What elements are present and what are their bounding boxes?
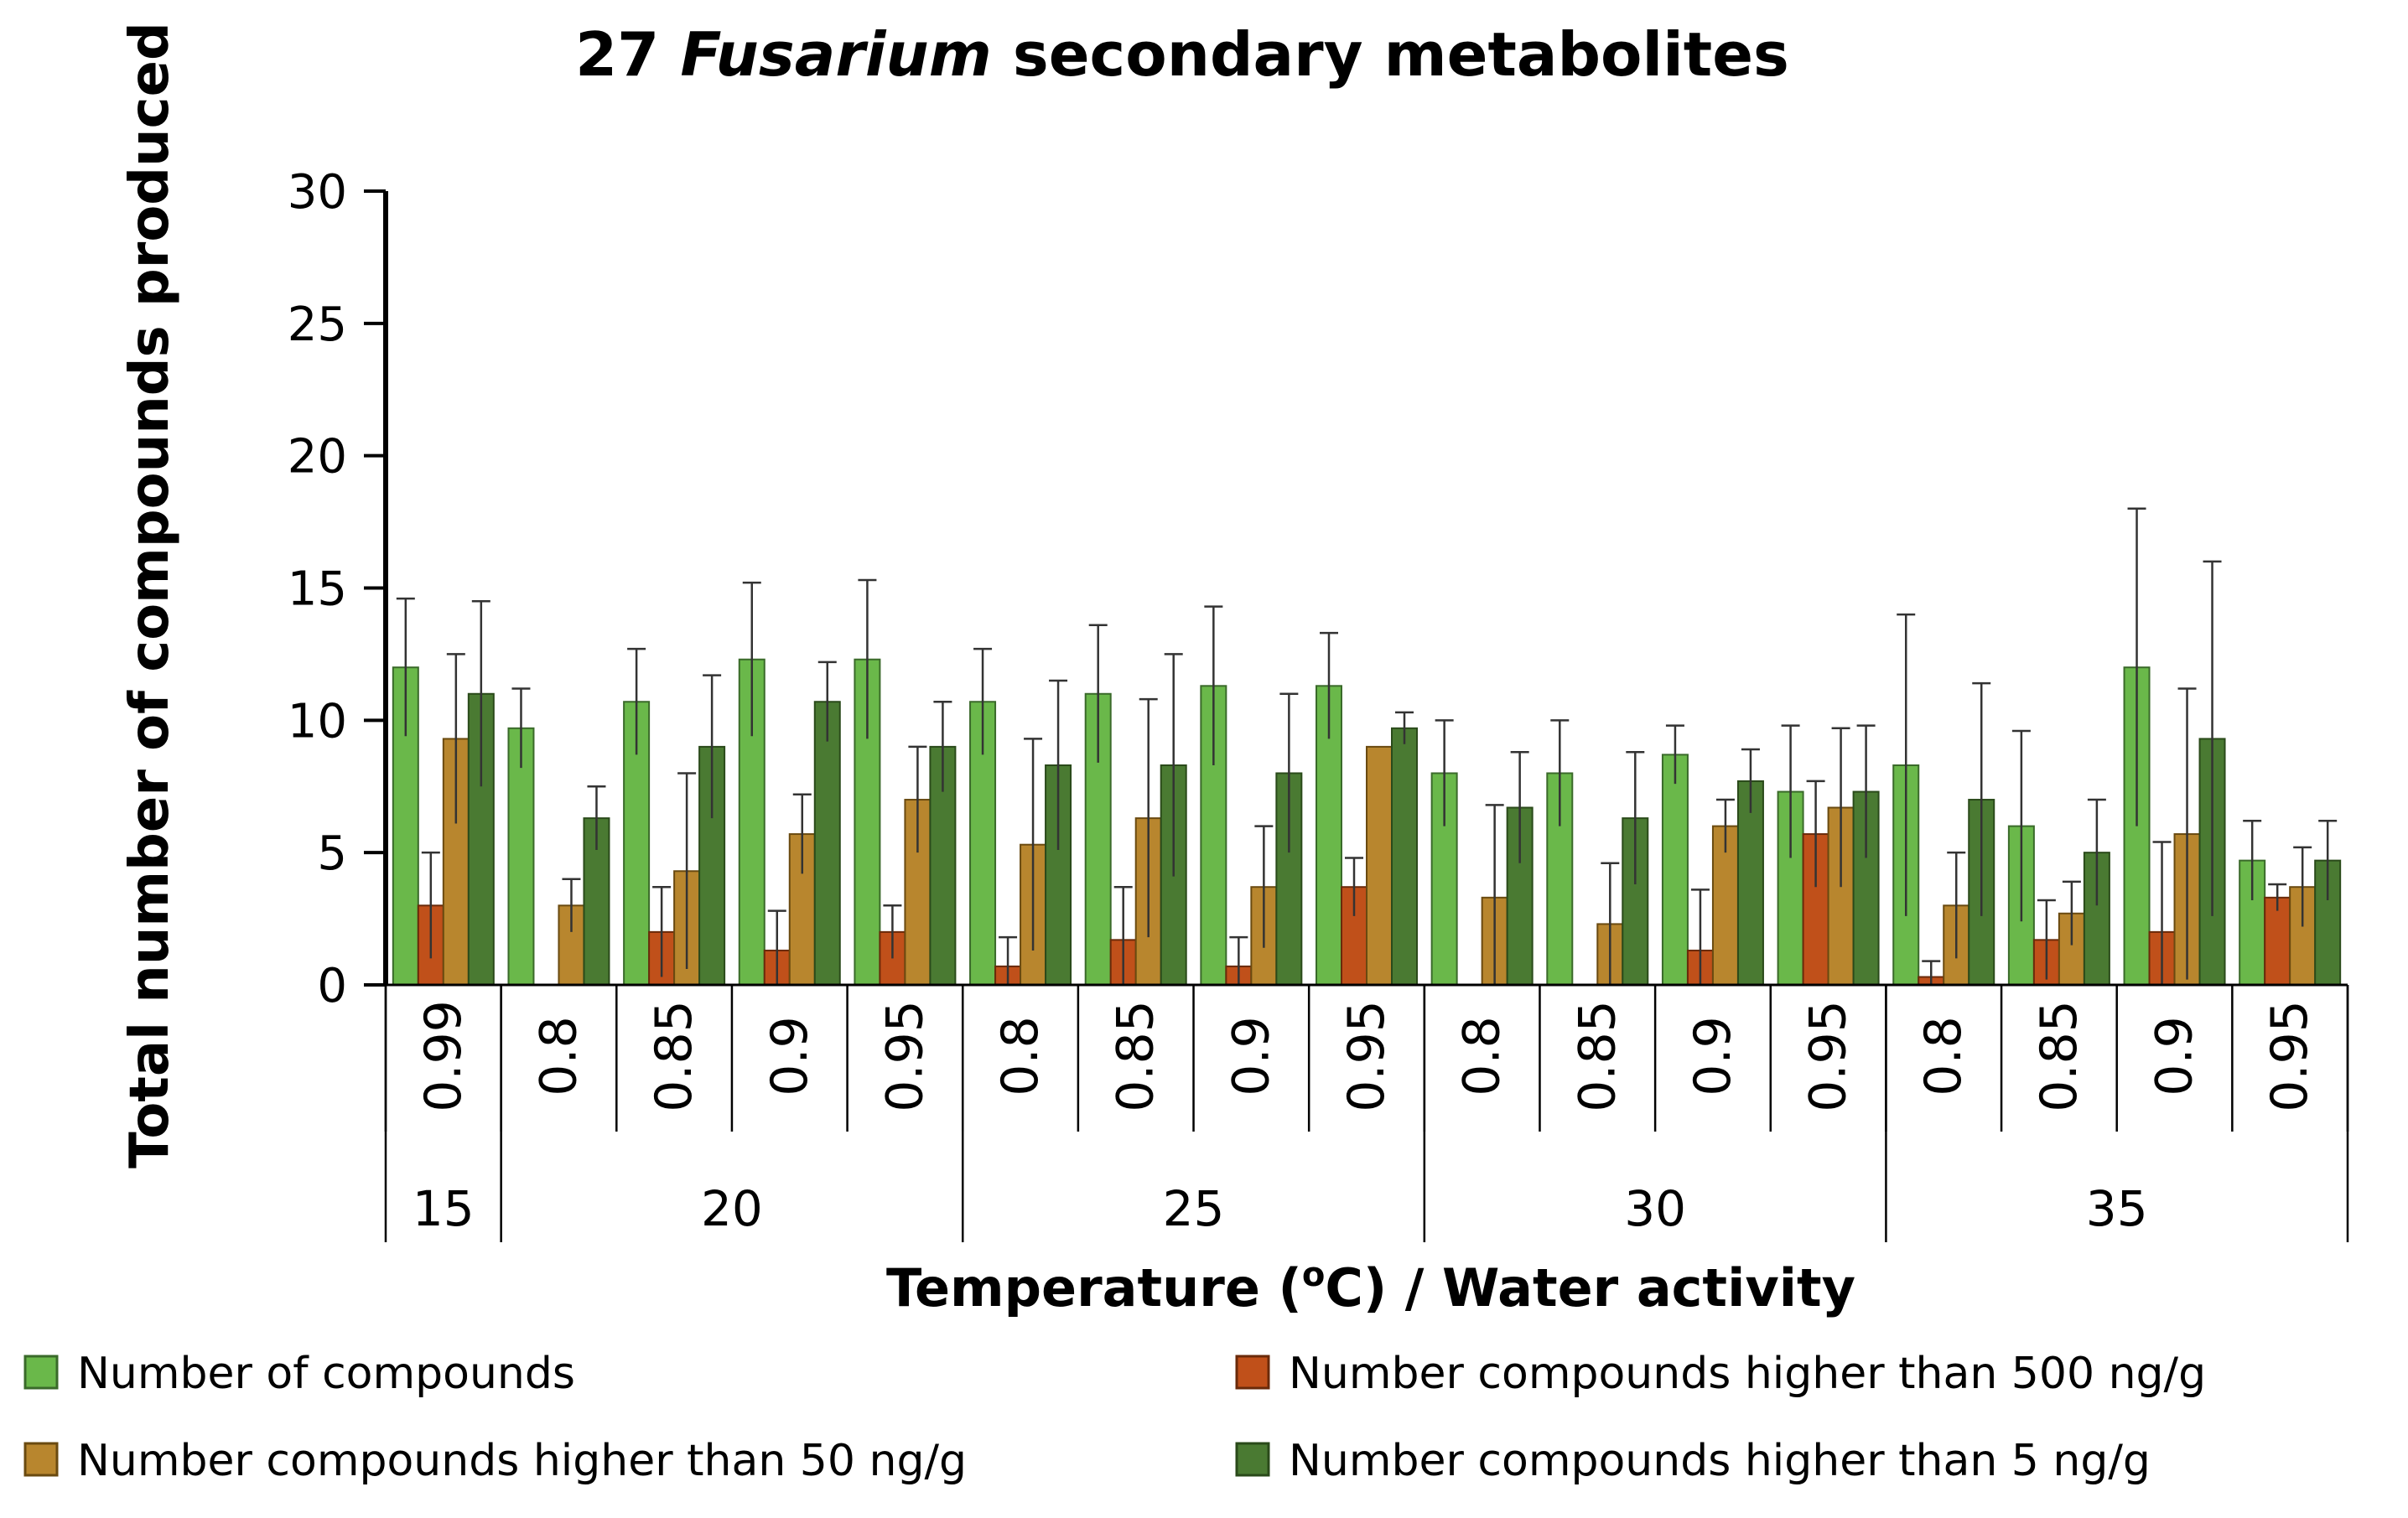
- x-category-label: 0.9: [1684, 1016, 1742, 1096]
- x-category-label: 0.9: [760, 1016, 819, 1096]
- x-category-label: 0.95: [875, 1000, 934, 1112]
- x-axis-label: Temperature (oC) / Water activity: [886, 1256, 1855, 1319]
- x-category-label: 0.9: [2146, 1016, 2204, 1096]
- y-tick-label: 5: [317, 826, 347, 881]
- x-axis-label-degree: o: [1302, 1256, 1325, 1294]
- legend-label-higher-than-5: Number compounds higher than 5 ng/g: [1289, 1436, 2151, 1486]
- x-category-label: 0.9: [1222, 1016, 1280, 1096]
- x-group-label-25: 25: [1163, 1180, 1225, 1237]
- x-group-label-35: 35: [2086, 1180, 2148, 1237]
- x-group-label-20: 20: [701, 1180, 763, 1237]
- y-tick-label: 15: [288, 562, 347, 617]
- x-category-label: 0.85: [1107, 1000, 1165, 1112]
- x-category-label: 0.99: [414, 1000, 473, 1112]
- chart-title: 27 Fusarium secondary metabolites: [575, 19, 1789, 90]
- title-prefix: 27: [575, 19, 680, 90]
- bar: [1391, 727, 1418, 986]
- bar: [1366, 745, 1393, 987]
- legend-label-number-of-compounds: Number of compounds: [77, 1349, 575, 1399]
- legend-swatch-higher-than-50: [23, 1442, 59, 1477]
- x-category-label: 0.85: [2030, 1000, 2089, 1112]
- x-category-label: 0.8: [1914, 1016, 1973, 1096]
- y-axis-label: Total number of compounds produced: [119, 22, 181, 1168]
- title-suffix: secondary metabolites: [992, 19, 1789, 90]
- legend-label-higher-than-500: Number compounds higher than 500 ng/g: [1289, 1349, 2206, 1399]
- x-category-label: 0.8: [991, 1016, 1050, 1096]
- x-group-label-15: 15: [413, 1180, 475, 1237]
- title-italic: Fusarium: [680, 19, 991, 90]
- legend-swatch-number-of-compounds: [23, 1355, 59, 1390]
- bar: [1661, 754, 1689, 986]
- x-category-label: 0.95: [1337, 1000, 1396, 1112]
- y-tick-label: 0: [317, 959, 347, 1013]
- legend-label-higher-than-50: Number compounds higher than 50 ng/g: [77, 1436, 967, 1486]
- bar: [813, 701, 841, 987]
- bar: [467, 692, 495, 986]
- x-category-label: 0.95: [1799, 1000, 1858, 1112]
- legend: Number of compounds Number compounds hig…: [23, 1349, 2206, 1486]
- x-axis-label-part-2: C) / Water activity: [1325, 1257, 1855, 1319]
- x-axis-label-part-1: Temperature (: [886, 1257, 1302, 1319]
- x-category-label: 0.8: [1453, 1016, 1512, 1096]
- x-category-label: 0.85: [1568, 1000, 1627, 1112]
- bar: [1852, 790, 1880, 987]
- y-tick-label: 30: [288, 165, 347, 220]
- x-category-label: 0.95: [2260, 1000, 2319, 1112]
- legend-swatch-higher-than-500: [1235, 1355, 1270, 1390]
- x-group-label-30: 30: [1624, 1180, 1686, 1237]
- x-category-label: 0.8: [529, 1016, 588, 1096]
- x-category-label: 0.85: [645, 1000, 703, 1112]
- y-tick-label: 20: [288, 430, 347, 484]
- y-tick-label: 25: [288, 298, 347, 352]
- legend-swatch-higher-than-5: [1235, 1442, 1270, 1477]
- y-tick-label: 10: [288, 694, 347, 749]
